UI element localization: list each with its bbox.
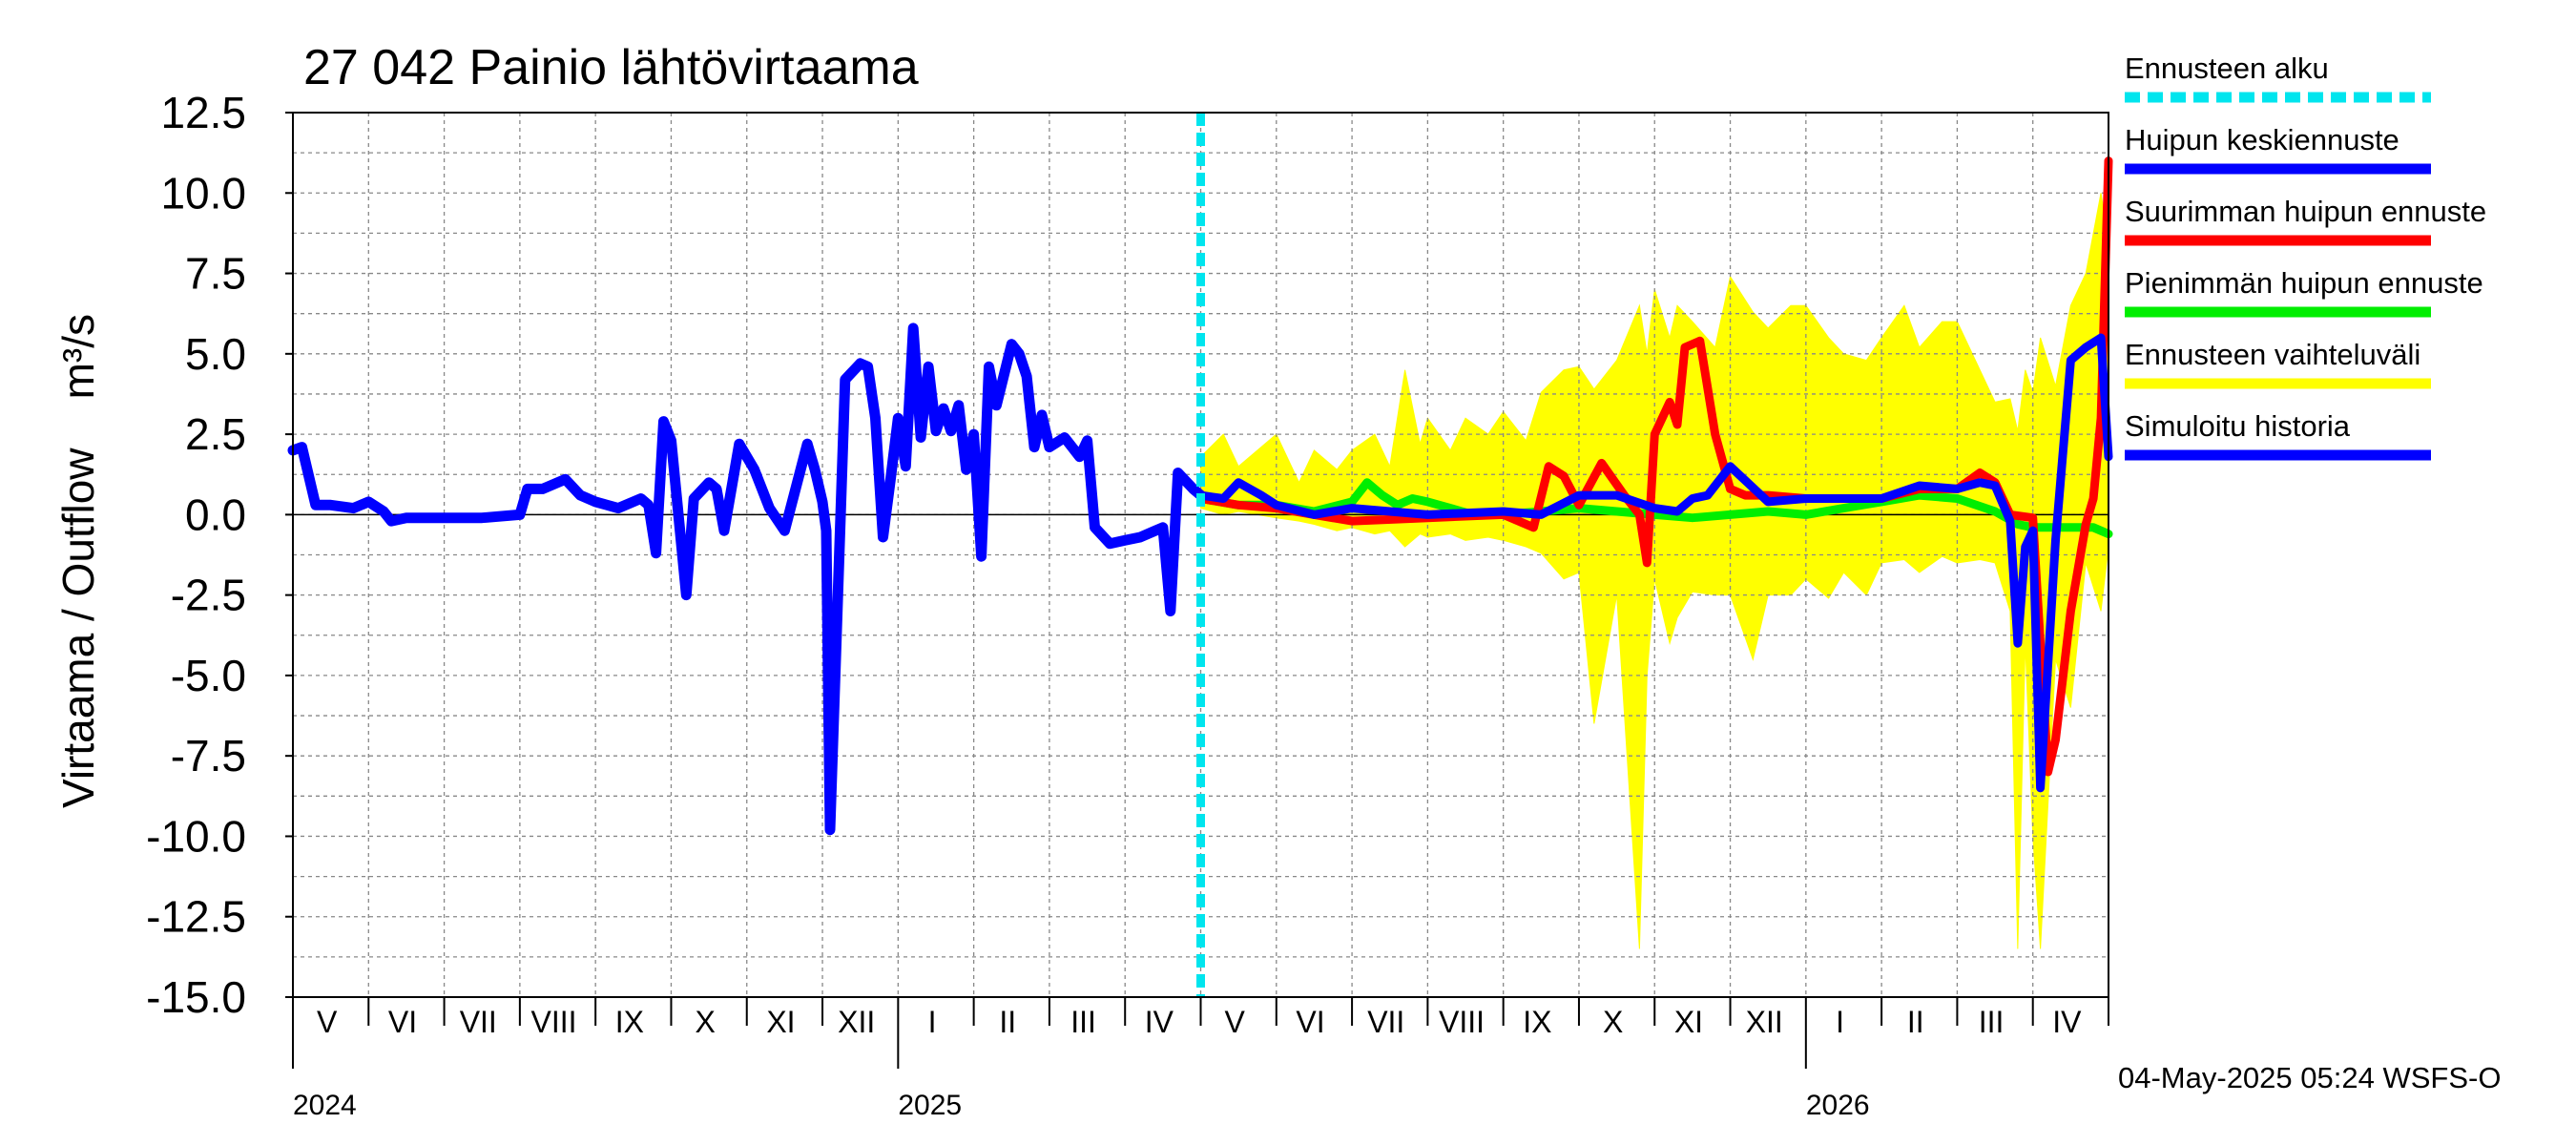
chart-title: 27 042 Painio lähtövirtaama	[303, 40, 919, 95]
x-month-label: VI	[388, 1005, 417, 1039]
x-month-label: IV	[1145, 1005, 1174, 1039]
axis-layer	[285, 112, 2109, 1069]
legend-label: Suurimman huipun ennuste	[2125, 195, 2486, 228]
x-month-label: III	[1979, 1005, 2005, 1039]
x-month-label: II	[1907, 1005, 1924, 1039]
x-month-label: III	[1070, 1005, 1096, 1039]
x-month-label: XII	[1746, 1005, 1783, 1039]
grid-layer	[293, 113, 2109, 997]
y-tick-label: 7.5	[185, 249, 246, 299]
x-month-label: XII	[838, 1005, 875, 1039]
x-month-label: X	[1603, 1005, 1623, 1039]
y-tick-label: 12.5	[160, 88, 246, 137]
legend-label: Ennusteen alku	[2125, 52, 2329, 85]
x-month-label: VIII	[531, 1005, 577, 1039]
x-month-label: IX	[1523, 1005, 1551, 1039]
y-tick-label: -2.5	[171, 571, 246, 620]
x-month-label: I	[1836, 1005, 1844, 1039]
y-tick-label: -5.0	[171, 651, 246, 700]
x-year-label: 2024	[293, 1090, 357, 1121]
y-tick-label: -10.0	[146, 811, 246, 861]
legend-label: Ennusteen vaihteluväli	[2125, 338, 2420, 371]
legend-label: Pienimmän huipun ennuste	[2125, 266, 2483, 300]
x-month-label: IV	[2052, 1005, 2082, 1039]
series-line-simuloitu-historia	[287, 323, 1206, 836]
x-month-label: VII	[460, 1005, 497, 1039]
y-tick-label: -15.0	[146, 972, 246, 1022]
x-month-label: VI	[1296, 1005, 1324, 1039]
series-layer	[287, 113, 2113, 997]
legend-label: Simuloitu historia	[2125, 409, 2351, 443]
x-month-label: I	[928, 1005, 937, 1039]
y-tick-label: 2.5	[185, 409, 246, 459]
series-line-huipun-keskiennuste	[1196, 333, 2113, 793]
x-year-label: 2025	[898, 1090, 962, 1121]
series-line-pienimm-n-huipun-ennuste	[1196, 478, 2113, 539]
x-month-label: XI	[766, 1005, 795, 1039]
legend-label: Huipun keskiennuste	[2125, 123, 2399, 156]
x-month-label: X	[695, 1005, 715, 1039]
x-month-label: V	[317, 1005, 338, 1039]
y-tick-label: 10.0	[160, 168, 246, 218]
y-tick-label: 5.0	[185, 329, 246, 379]
footer-timestamp: 04-May-2025 05:24 WSFS-O	[2118, 1061, 2501, 1094]
label-layer: 12.5 10.0 7.5 5.0 2.5 0.0 -2.5 -5.0 -7.5 -10.0 -12…	[53, 40, 2501, 1121]
x-month-label: IX	[615, 1005, 644, 1039]
x-month-label: VII	[1367, 1005, 1404, 1039]
x-month-label: V	[1225, 1005, 1246, 1039]
y-tick-label: 0.0	[185, 489, 246, 539]
y-tick-label: -12.5	[146, 892, 246, 942]
x-year-label: 2026	[1806, 1090, 1870, 1121]
legend: Ennusteen alku Huipun keskiennuste Suurimm…	[2125, 52, 2486, 461]
x-month-label: VIII	[1439, 1005, 1485, 1039]
x-month-label: XI	[1674, 1005, 1703, 1039]
y-axis-label: Virtaama / Outflow m³/s	[53, 314, 103, 808]
y-tick-label: -7.5	[171, 731, 246, 781]
x-month-label: II	[999, 1005, 1016, 1039]
